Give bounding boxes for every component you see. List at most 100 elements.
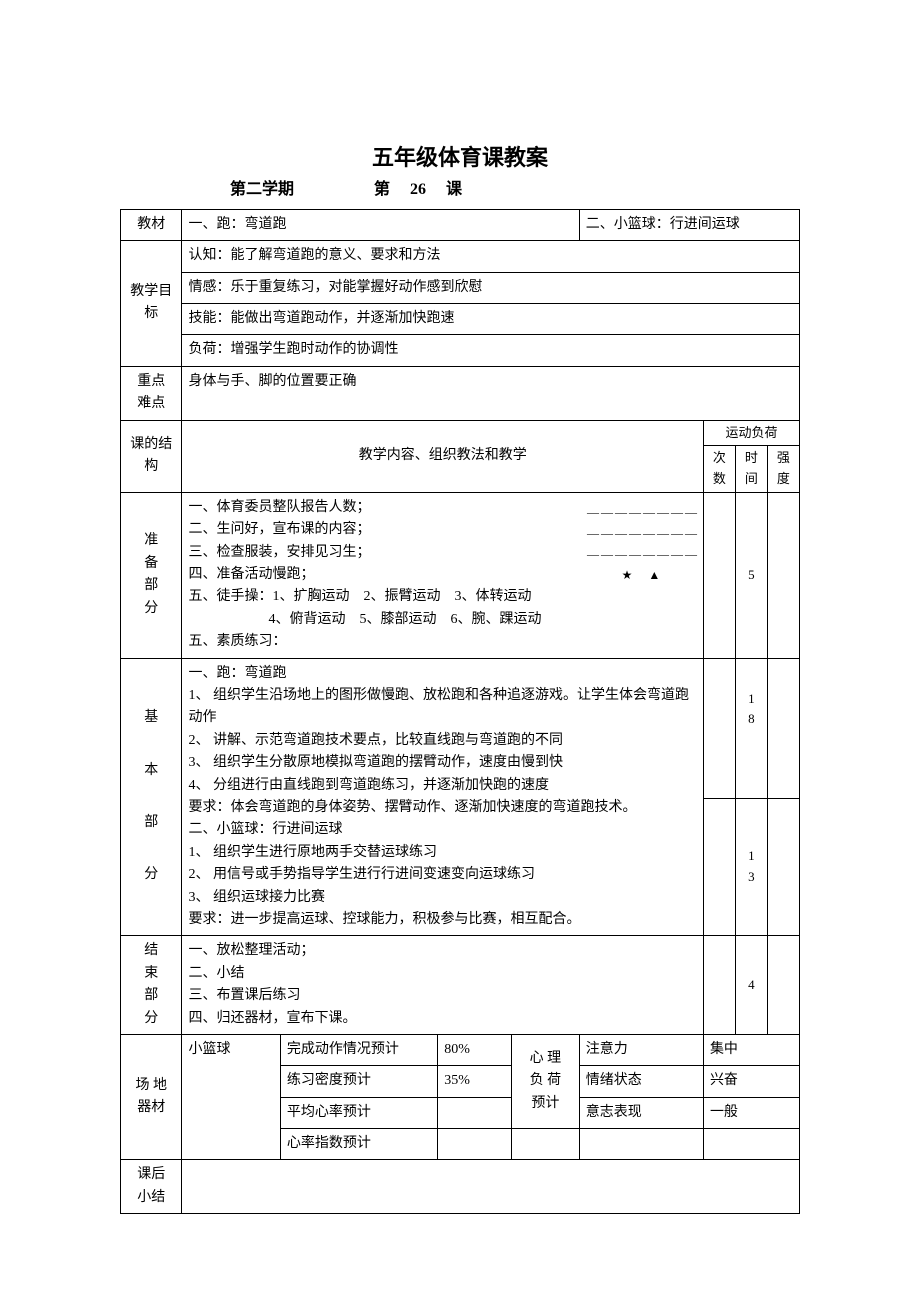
page-title: 五年级体育课教案	[120, 140, 800, 175]
table-row: 准备部分 一、体育委员整队报告人数； 二、生问好，宣布课的内容； 三、检查服装，…	[121, 492, 800, 658]
cishu-1: 次	[706, 448, 733, 469]
prep-line-5: 五、徒手操：1、扩胸运动 2、振臂运动 3、体转运动	[188, 586, 696, 608]
kehou-label-2: 小结	[127, 1187, 175, 1209]
kehou-label: 课后 小结	[121, 1160, 182, 1214]
table-row: 重点 难点 身体与手、脚的位置要正确	[121, 366, 800, 420]
jiaocai-content-1: 一、跑：弯道跑	[182, 209, 579, 240]
semester-label: 第二学期	[230, 181, 294, 198]
mubiao-3: 技能：能做出弯道跑动作，并逐渐加快跑速	[182, 303, 800, 334]
table-row: 技能：能做出弯道跑动作，并逐渐加快跑速	[121, 303, 800, 334]
prep-line-6: 五、素质练习：	[188, 631, 696, 653]
basic-time-1b: 8	[738, 709, 765, 730]
prep-shijian: 5	[735, 492, 767, 658]
formation-line-3: ————————	[587, 545, 697, 564]
basic-cishu-1	[703, 658, 735, 798]
xinli-label-2: 负 荷	[518, 1070, 573, 1092]
table-row: 课的结构 教学内容、组织教法和教学 运动负荷	[121, 420, 800, 446]
mubiao-1: 认知：能了解弯道跑的意义、要求和方法	[182, 241, 800, 272]
xinli-3-label: 意志表现	[579, 1097, 703, 1128]
formation-diagram: ———————— ———————— ———————— ★ ▲	[587, 503, 697, 588]
field-label-2: 器材	[127, 1097, 175, 1119]
end-line-4: 四、归还器材，宣布下课。	[188, 1008, 696, 1030]
table-row: 负荷：增强学生跑时动作的协调性	[121, 335, 800, 366]
pred-4-val	[438, 1129, 512, 1160]
end-line-3: 三、布置课后练习	[188, 985, 696, 1007]
zhongdian-content: 身体与手、脚的位置要正确	[182, 366, 800, 420]
lesson-plan-table: 教材 一、跑：弯道跑 二、小篮球：行进间运球 教学目标 认知：能了解弯道跑的意义…	[120, 209, 800, 1214]
lesson-suffix: 课	[446, 181, 462, 198]
basic-qiangdu-2	[767, 798, 799, 936]
prep-label: 准备部分	[121, 492, 182, 658]
mubiao-label: 教学目标	[121, 241, 182, 367]
basic-content: 一、跑：弯道跑 1、 组织学生沿场地上的图形做慢跑、放松跑和各种追逐游戏。让学生…	[182, 658, 703, 936]
basic-line-2: 1、 组织学生沿场地上的图形做慢跑、放松跑和各种追逐游戏。让学生体会弯道跑动作	[188, 685, 696, 730]
basic-label: 基本部分	[121, 658, 182, 936]
basic-line-5: 4、 分组进行由直线跑到弯道跑练习，并逐渐加快跑的速度	[188, 775, 696, 797]
end-line-1: 一、放松整理活动；	[188, 940, 696, 962]
mubiao-4: 负荷：增强学生跑时动作的协调性	[182, 335, 800, 366]
kehou-content	[182, 1160, 800, 1214]
end-label: 结束部分	[121, 936, 182, 1035]
basic-shijian-2: 1 3	[735, 798, 767, 936]
end-line-2: 二、小结	[188, 963, 696, 985]
field-label-1: 场 地	[127, 1075, 175, 1097]
qiangdu-header: 强 度	[767, 446, 799, 493]
jiaocai-label: 教材	[121, 209, 182, 240]
cishu-header: 次 数	[703, 446, 735, 493]
prep-cishu	[703, 492, 735, 658]
xinli-label-3: 预计	[518, 1093, 573, 1115]
empty-cell	[703, 1129, 799, 1160]
basic-time-2a: 1	[738, 846, 765, 867]
table-row: 课后 小结	[121, 1160, 800, 1214]
shijian-2: 间	[738, 469, 765, 490]
table-row: 教材 一、跑：弯道跑 二、小篮球：行进间运球	[121, 209, 800, 240]
pred-2-val: 35%	[438, 1066, 512, 1097]
qiangdu-2: 度	[770, 469, 797, 490]
pred-1-val: 80%	[438, 1034, 512, 1065]
xinli-1-val: 集中	[703, 1034, 799, 1065]
basic-line-8: 1、 组织学生进行原地两手交替运球练习	[188, 842, 696, 864]
jiegou-header: 教学内容、组织教法和教学	[182, 420, 703, 492]
jiegou-label: 课的结构	[121, 420, 182, 492]
kehou-label-1: 课后	[127, 1164, 175, 1186]
basic-qiangdu-1	[767, 658, 799, 798]
xinli-label: 心 理 负 荷 预计	[512, 1034, 580, 1128]
lesson-number: 26	[410, 181, 426, 198]
prep-qiangdu	[767, 492, 799, 658]
field-content: 小篮球	[182, 1034, 280, 1160]
basic-shijian-1: 1 8	[735, 658, 767, 798]
xinli-1-label: 注意力	[579, 1034, 703, 1065]
table-row: 教学目标 认知：能了解弯道跑的意义、要求和方法	[121, 241, 800, 272]
end-cishu	[703, 936, 735, 1035]
pred-3-label: 平均心率预计	[280, 1097, 437, 1128]
pred-3-val	[438, 1097, 512, 1128]
basic-line-9: 2、 用信号或手势指导学生进行行进间变速变向运球练习	[188, 864, 696, 886]
jiaocai-content-2: 二、小篮球：行进间运球	[579, 209, 799, 240]
basic-line-7: 二、小篮球：行进间运球	[188, 819, 696, 841]
basic-line-4: 3、 组织学生分散原地模拟弯道跑的摆臂动作，速度由慢到快	[188, 752, 696, 774]
shijian-1: 时	[738, 448, 765, 469]
empty-cell	[579, 1129, 703, 1160]
shijian-header: 时 间	[735, 446, 767, 493]
yundong-fuhe: 运动负荷	[703, 420, 799, 446]
zhongdian-label: 重点 难点	[121, 366, 182, 420]
basic-line-10: 3、 组织运球接力比赛	[188, 887, 696, 909]
formation-line-2: ————————	[587, 524, 697, 543]
mubiao-2: 情感：乐于重复练习，对能掌握好动作感到欣慰	[182, 272, 800, 303]
formation-line-1: ————————	[587, 503, 697, 522]
basic-line-1: 一、跑：弯道跑	[188, 663, 696, 685]
end-shijian: 4	[735, 936, 767, 1035]
formation-star-icon: ★ ▲	[587, 566, 697, 585]
pred-1-label: 完成动作情况预计	[280, 1034, 437, 1065]
empty-cell	[512, 1129, 580, 1160]
prep-content: 一、体育委员整队报告人数； 二、生问好，宣布课的内容； 三、检查服装，安排见习生…	[182, 492, 703, 658]
cishu-2: 数	[706, 469, 733, 490]
xinli-label-1: 心 理	[518, 1048, 573, 1070]
xinli-3-val: 一般	[703, 1097, 799, 1128]
xinli-2-val: 兴奋	[703, 1066, 799, 1097]
xinli-2-label: 情绪状态	[579, 1066, 703, 1097]
basic-time-1a: 1	[738, 689, 765, 710]
pred-4-label: 心率指数预计	[280, 1129, 437, 1160]
zhongdian-label-1: 重点	[127, 371, 175, 393]
lesson-prefix: 第	[374, 181, 390, 198]
